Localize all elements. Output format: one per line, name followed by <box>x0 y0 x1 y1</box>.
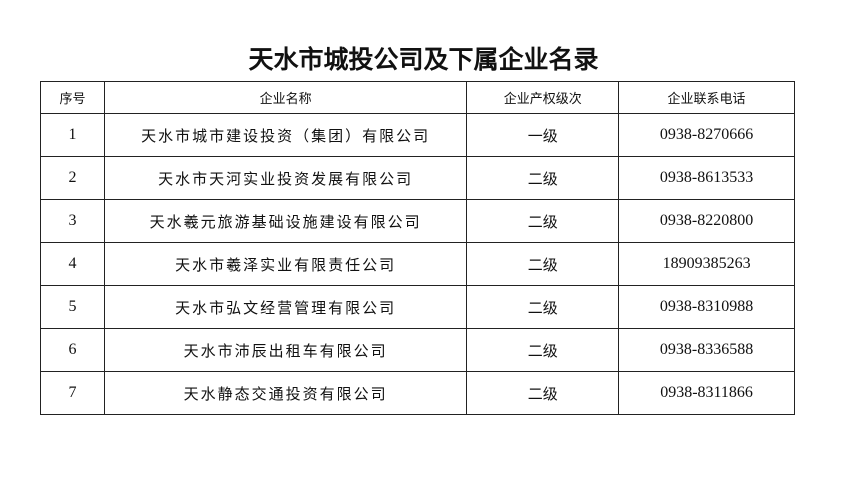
row-number: 7 <box>40 371 105 415</box>
contact-phone: 0938-8220800 <box>618 199 795 243</box>
ownership-level: 二级 <box>466 328 620 372</box>
company-name: 天水市沛辰出租车有限公司 <box>103 328 468 372</box>
header-name: 企业名称 <box>103 81 468 114</box>
header-phone: 企业联系电话 <box>618 81 795 114</box>
company-table: 序号 企业名称 企业产权级次 企业联系电话 1 天水市城市建设投资（集团）有限公司… <box>40 81 795 415</box>
header-row: 序号 企业名称 企业产权级次 企业联系电话 <box>40 81 795 114</box>
ownership-level: 二级 <box>466 371 620 415</box>
contact-phone: 0938-8310988 <box>618 285 795 329</box>
page-title: 天水市城投公司及下属企业名录 <box>248 45 599 74</box>
row-number: 1 <box>40 113 105 157</box>
company-name: 天水市弘文经营管理有限公司 <box>103 285 468 329</box>
company-name: 天水羲元旅游基础设施建设有限公司 <box>103 199 468 243</box>
ownership-level: 二级 <box>466 285 620 329</box>
table-row: 5 天水市弘文经营管理有限公司 二级 0938-8310988 <box>40 285 795 329</box>
ownership-level: 二级 <box>466 156 620 200</box>
table-row: 2 天水市天河实业投资发展有限公司 二级 0938-8613533 <box>40 156 795 200</box>
ownership-level: 二级 <box>466 199 620 243</box>
table-row: 7 天水静态交通投资有限公司 二级 0938-8311866 <box>40 371 795 415</box>
table-row: 1 天水市城市建设投资（集团）有限公司 一级 0938-8270666 <box>40 113 795 157</box>
table-row: 3 天水羲元旅游基础设施建设有限公司 二级 0938-8220800 <box>40 199 795 243</box>
header-no: 序号 <box>40 81 105 114</box>
contact-phone: 0938-8613533 <box>618 156 795 200</box>
header-level: 企业产权级次 <box>466 81 620 114</box>
row-number: 5 <box>40 285 105 329</box>
contact-phone: 18909385263 <box>618 242 795 286</box>
company-name: 天水市羲泽实业有限责任公司 <box>103 242 468 286</box>
ownership-level: 一级 <box>466 113 620 157</box>
contact-phone: 0938-8336588 <box>618 328 795 372</box>
company-name: 天水市天河实业投资发展有限公司 <box>103 156 468 200</box>
row-number: 6 <box>40 328 105 372</box>
company-name: 天水市城市建设投资（集团）有限公司 <box>103 113 468 157</box>
table-row: 6 天水市沛辰出租车有限公司 二级 0938-8336588 <box>40 328 795 372</box>
ownership-level: 二级 <box>466 242 620 286</box>
row-number: 4 <box>40 242 105 286</box>
contact-phone: 0938-8270666 <box>618 113 795 157</box>
row-number: 3 <box>40 199 105 243</box>
row-number: 2 <box>40 156 105 200</box>
company-name: 天水静态交通投资有限公司 <box>103 371 468 415</box>
contact-phone: 0938-8311866 <box>618 371 795 415</box>
table-row: 4 天水市羲泽实业有限责任公司 二级 18909385263 <box>40 242 795 286</box>
